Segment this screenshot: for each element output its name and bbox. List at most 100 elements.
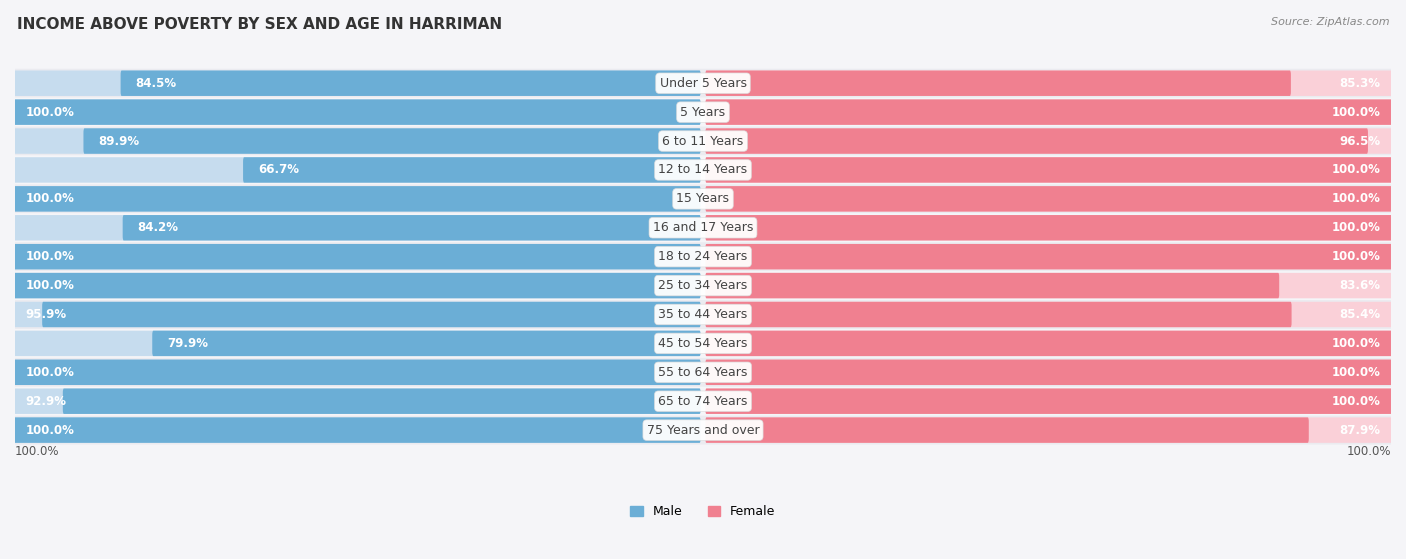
FancyBboxPatch shape bbox=[15, 300, 1391, 329]
FancyBboxPatch shape bbox=[15, 214, 1391, 242]
FancyBboxPatch shape bbox=[63, 389, 700, 414]
Text: 96.5%: 96.5% bbox=[1340, 135, 1381, 148]
Text: 100.0%: 100.0% bbox=[1331, 366, 1381, 379]
Text: 92.9%: 92.9% bbox=[25, 395, 66, 408]
FancyBboxPatch shape bbox=[706, 215, 1392, 240]
FancyBboxPatch shape bbox=[14, 157, 700, 183]
FancyBboxPatch shape bbox=[706, 389, 1392, 414]
Text: 75 Years and over: 75 Years and over bbox=[647, 424, 759, 437]
Text: Under 5 Years: Under 5 Years bbox=[659, 77, 747, 90]
Text: 84.2%: 84.2% bbox=[138, 221, 179, 234]
FancyBboxPatch shape bbox=[14, 331, 700, 356]
Text: 12 to 14 Years: 12 to 14 Years bbox=[658, 163, 748, 177]
Text: 16 and 17 Years: 16 and 17 Years bbox=[652, 221, 754, 234]
FancyBboxPatch shape bbox=[14, 418, 700, 443]
FancyBboxPatch shape bbox=[706, 389, 1392, 414]
FancyBboxPatch shape bbox=[14, 418, 700, 443]
Text: 45 to 54 Years: 45 to 54 Years bbox=[658, 337, 748, 350]
FancyBboxPatch shape bbox=[243, 157, 700, 183]
FancyBboxPatch shape bbox=[15, 184, 1391, 214]
Text: 100.0%: 100.0% bbox=[25, 106, 75, 119]
Text: 85.4%: 85.4% bbox=[1340, 308, 1381, 321]
FancyBboxPatch shape bbox=[706, 244, 1392, 269]
Text: 100.0%: 100.0% bbox=[15, 446, 59, 458]
FancyBboxPatch shape bbox=[121, 70, 700, 96]
FancyBboxPatch shape bbox=[15, 358, 1391, 387]
FancyBboxPatch shape bbox=[706, 418, 1309, 443]
FancyBboxPatch shape bbox=[706, 244, 1392, 269]
FancyBboxPatch shape bbox=[14, 244, 700, 269]
FancyBboxPatch shape bbox=[706, 70, 1291, 96]
FancyBboxPatch shape bbox=[15, 98, 1391, 126]
FancyBboxPatch shape bbox=[706, 331, 1392, 356]
FancyBboxPatch shape bbox=[706, 186, 1392, 211]
FancyBboxPatch shape bbox=[706, 70, 1392, 96]
Text: 5 Years: 5 Years bbox=[681, 106, 725, 119]
Text: 100.0%: 100.0% bbox=[1347, 446, 1391, 458]
FancyBboxPatch shape bbox=[706, 157, 1392, 183]
Text: 100.0%: 100.0% bbox=[25, 192, 75, 205]
Text: 18 to 24 Years: 18 to 24 Years bbox=[658, 250, 748, 263]
FancyBboxPatch shape bbox=[122, 215, 700, 240]
Text: 35 to 44 Years: 35 to 44 Years bbox=[658, 308, 748, 321]
FancyBboxPatch shape bbox=[15, 416, 1391, 444]
FancyBboxPatch shape bbox=[706, 215, 1392, 240]
FancyBboxPatch shape bbox=[14, 100, 700, 125]
FancyBboxPatch shape bbox=[14, 302, 700, 327]
FancyBboxPatch shape bbox=[706, 273, 1279, 299]
Text: 95.9%: 95.9% bbox=[25, 308, 66, 321]
Text: 100.0%: 100.0% bbox=[1331, 192, 1381, 205]
Text: 100.0%: 100.0% bbox=[1331, 106, 1381, 119]
Text: 100.0%: 100.0% bbox=[25, 250, 75, 263]
FancyBboxPatch shape bbox=[14, 215, 700, 240]
Text: 55 to 64 Years: 55 to 64 Years bbox=[658, 366, 748, 379]
FancyBboxPatch shape bbox=[706, 359, 1392, 385]
FancyBboxPatch shape bbox=[14, 244, 700, 269]
Text: 100.0%: 100.0% bbox=[1331, 395, 1381, 408]
Text: 100.0%: 100.0% bbox=[25, 279, 75, 292]
FancyBboxPatch shape bbox=[83, 129, 700, 154]
Text: 65 to 74 Years: 65 to 74 Years bbox=[658, 395, 748, 408]
Legend: Male, Female: Male, Female bbox=[630, 505, 776, 518]
FancyBboxPatch shape bbox=[706, 100, 1392, 125]
Text: Source: ZipAtlas.com: Source: ZipAtlas.com bbox=[1271, 17, 1389, 27]
FancyBboxPatch shape bbox=[706, 331, 1392, 356]
Text: 100.0%: 100.0% bbox=[1331, 250, 1381, 263]
FancyBboxPatch shape bbox=[14, 359, 700, 385]
FancyBboxPatch shape bbox=[706, 129, 1392, 154]
FancyBboxPatch shape bbox=[152, 331, 700, 356]
Text: 87.9%: 87.9% bbox=[1340, 424, 1381, 437]
FancyBboxPatch shape bbox=[14, 359, 700, 385]
Text: INCOME ABOVE POVERTY BY SEX AND AGE IN HARRIMAN: INCOME ABOVE POVERTY BY SEX AND AGE IN H… bbox=[17, 17, 502, 32]
Text: 85.3%: 85.3% bbox=[1340, 77, 1381, 90]
Text: 15 Years: 15 Years bbox=[676, 192, 730, 205]
FancyBboxPatch shape bbox=[15, 329, 1391, 358]
Text: 84.5%: 84.5% bbox=[135, 77, 177, 90]
FancyBboxPatch shape bbox=[15, 155, 1391, 184]
FancyBboxPatch shape bbox=[706, 302, 1292, 327]
FancyBboxPatch shape bbox=[14, 186, 700, 211]
Text: 100.0%: 100.0% bbox=[25, 366, 75, 379]
FancyBboxPatch shape bbox=[14, 129, 700, 154]
FancyBboxPatch shape bbox=[706, 129, 1368, 154]
FancyBboxPatch shape bbox=[15, 387, 1391, 416]
FancyBboxPatch shape bbox=[706, 186, 1392, 211]
FancyBboxPatch shape bbox=[14, 100, 700, 125]
FancyBboxPatch shape bbox=[706, 302, 1392, 327]
FancyBboxPatch shape bbox=[706, 157, 1392, 183]
FancyBboxPatch shape bbox=[14, 389, 700, 414]
Text: 100.0%: 100.0% bbox=[1331, 221, 1381, 234]
FancyBboxPatch shape bbox=[14, 273, 700, 299]
Text: 79.9%: 79.9% bbox=[167, 337, 208, 350]
Text: 89.9%: 89.9% bbox=[98, 135, 139, 148]
FancyBboxPatch shape bbox=[706, 418, 1392, 443]
FancyBboxPatch shape bbox=[14, 186, 700, 211]
FancyBboxPatch shape bbox=[42, 302, 700, 327]
Text: 25 to 34 Years: 25 to 34 Years bbox=[658, 279, 748, 292]
Text: 100.0%: 100.0% bbox=[25, 424, 75, 437]
FancyBboxPatch shape bbox=[15, 242, 1391, 271]
FancyBboxPatch shape bbox=[14, 70, 700, 96]
FancyBboxPatch shape bbox=[706, 359, 1392, 385]
FancyBboxPatch shape bbox=[15, 271, 1391, 300]
Text: 100.0%: 100.0% bbox=[1331, 163, 1381, 177]
